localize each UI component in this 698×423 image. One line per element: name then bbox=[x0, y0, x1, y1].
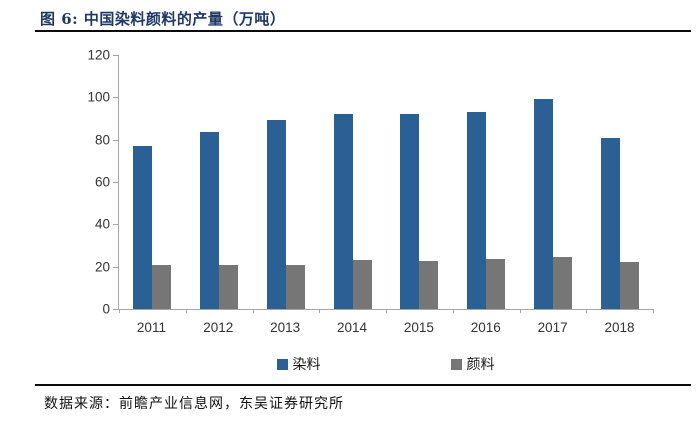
bar-groups bbox=[119, 55, 653, 309]
y-axis-tick bbox=[113, 224, 119, 226]
bar-group-2012 bbox=[186, 55, 253, 309]
legend-swatch-icon bbox=[450, 358, 462, 370]
bar-dye-2014 bbox=[333, 114, 353, 309]
y-axis-tick bbox=[113, 55, 119, 56]
bar-dye-2016 bbox=[467, 112, 487, 309]
legend-item-pigment: 颜料 bbox=[450, 354, 495, 374]
bar-group-2016 bbox=[453, 55, 520, 309]
y-axis-label: 60 bbox=[94, 174, 110, 190]
chart-legend: 染料 颜料 bbox=[118, 354, 653, 374]
bar-group-2018 bbox=[586, 55, 653, 309]
x-axis-label: 2011 bbox=[136, 320, 166, 335]
footer-divider bbox=[35, 384, 691, 386]
bar-dye-2011 bbox=[133, 146, 153, 309]
y-axis-label: 120 bbox=[87, 47, 110, 63]
x-axis-tick bbox=[586, 309, 588, 313]
x-axis-label: 2017 bbox=[537, 320, 568, 335]
bar-pigment-2018 bbox=[619, 262, 639, 309]
bar-group-2014 bbox=[319, 55, 386, 309]
y-axis-label: 40 bbox=[94, 216, 110, 232]
y-axis-tick bbox=[113, 97, 119, 99]
x-axis-label: 2018 bbox=[604, 320, 635, 335]
bar-group-2017 bbox=[520, 55, 587, 309]
bar-pigment-2014 bbox=[352, 260, 372, 309]
y-axis-label: 100 bbox=[87, 89, 110, 105]
legend-swatch-icon bbox=[276, 358, 288, 370]
y-axis-tick bbox=[113, 309, 119, 310]
bar-group-2011 bbox=[119, 55, 186, 309]
plot-area: 0 20 40 60 80 100 120 bbox=[87, 48, 654, 317]
data-source: 数据来源：前瞻产业信息网，东吴证券研究所 bbox=[44, 396, 344, 412]
x-axis-label: 2015 bbox=[403, 320, 434, 335]
legend-item-dye: 染料 bbox=[276, 354, 321, 374]
x-axis-label: 2013 bbox=[270, 320, 301, 335]
bar-pigment-2013 bbox=[285, 264, 305, 309]
bar-dye-2017 bbox=[533, 99, 553, 309]
y-axis-label: 80 bbox=[94, 132, 110, 148]
legend-label: 颜料 bbox=[466, 357, 495, 373]
x-axis-label: 2012 bbox=[203, 320, 234, 335]
y-axis-label: 20 bbox=[94, 259, 110, 275]
bar-dye-2013 bbox=[266, 119, 286, 309]
x-axis-tick bbox=[452, 309, 454, 313]
x-axis-tick bbox=[653, 309, 654, 313]
y-axis-tick bbox=[113, 266, 119, 268]
x-axis-label: 2016 bbox=[470, 320, 501, 335]
x-axis-tick bbox=[119, 309, 120, 313]
x-axis-tick bbox=[252, 309, 254, 313]
x-axis-tick bbox=[519, 309, 521, 313]
y-axis-tick bbox=[113, 139, 119, 141]
x-axis-tick bbox=[386, 309, 387, 313]
x-axis-labels: 2011 2012 2013 2014 2015 2016 2017 2018 bbox=[118, 320, 653, 335]
x-axis-tick bbox=[185, 309, 187, 313]
legend-label: 染料 bbox=[292, 357, 321, 373]
figure-title: 图 6: 中国染料颜料的产量（万吨） bbox=[40, 10, 286, 28]
bar-dye-2012 bbox=[200, 132, 220, 309]
bar-dye-2018 bbox=[600, 137, 620, 309]
title-divider bbox=[35, 30, 691, 32]
bar-pigment-2015 bbox=[419, 260, 439, 309]
bar-dye-2015 bbox=[400, 114, 420, 309]
bar-pigment-2017 bbox=[552, 257, 572, 309]
x-axis-label: 2014 bbox=[337, 320, 368, 335]
y-axis-label: 0 bbox=[102, 301, 110, 317]
y-axis-tick bbox=[113, 182, 119, 183]
bar-pigment-2011 bbox=[152, 264, 172, 309]
x-axis-tick bbox=[319, 309, 321, 313]
bar-group-2013 bbox=[253, 55, 320, 309]
bar-pigment-2016 bbox=[486, 259, 506, 309]
bar-group-2015 bbox=[386, 55, 453, 309]
bar-pigment-2012 bbox=[219, 264, 239, 309]
